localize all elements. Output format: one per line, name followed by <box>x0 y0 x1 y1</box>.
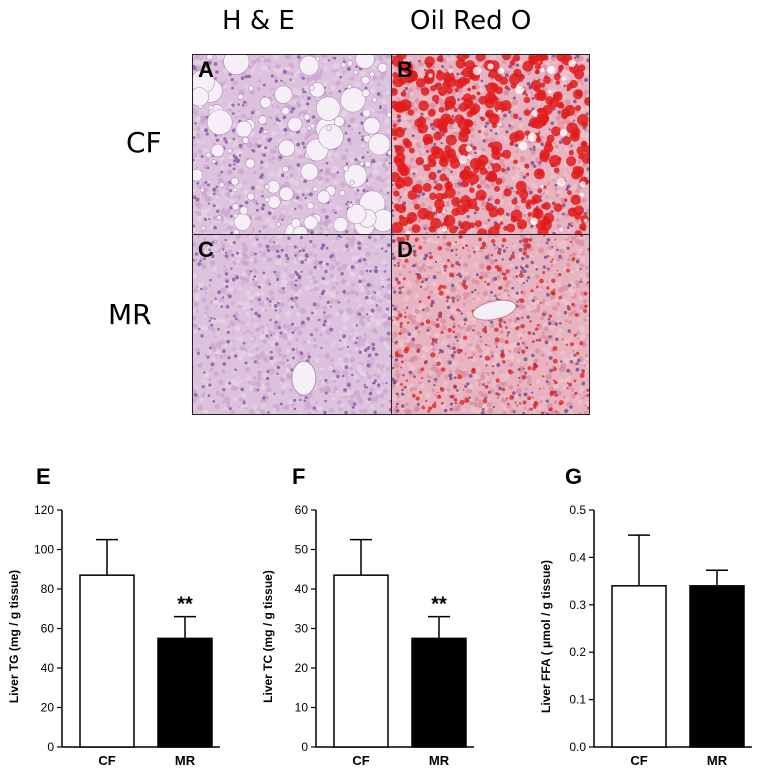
chart-letter-f: F <box>292 464 305 489</box>
y-tick-label: 40 <box>41 661 55 675</box>
y-axis-label: Liver FFA ( μmol / g tissue) <box>539 560 553 713</box>
row-header-mr: MR <box>108 298 152 331</box>
bar-mr <box>689 585 745 748</box>
row-header-cf: CF <box>126 126 162 159</box>
category-label: CF <box>98 753 115 768</box>
bar-mr <box>411 637 467 748</box>
y-tick-label: 0.3 <box>569 598 586 612</box>
histology-panel-a: A <box>192 54 392 235</box>
bar-mr <box>157 637 213 748</box>
y-tick-label: 30 <box>295 622 309 636</box>
y-tick-label: 120 <box>34 503 54 517</box>
y-tick-label: 0.0 <box>569 740 586 754</box>
y-tick-label: 60 <box>41 622 55 636</box>
category-label: MR <box>429 753 450 768</box>
bar-cf <box>333 574 389 748</box>
y-tick-label: 20 <box>41 701 55 715</box>
y-tick-label: 0 <box>301 740 308 754</box>
chart-letter-e: E <box>36 464 51 489</box>
significance-marker: ** <box>431 594 447 616</box>
category-label: MR <box>175 753 196 768</box>
bar-chart-e: E 0 20 40 60 80 100 120 Liver TG (mg / g tissue)… <box>7 464 220 768</box>
panel-letter-c: C <box>198 237 214 262</box>
category-label: CF <box>352 753 369 768</box>
category-label: CF <box>630 753 647 768</box>
y-tick-label: 0 <box>47 740 54 754</box>
histology-panel-c: C <box>192 234 392 415</box>
histology-panel-d: D <box>391 234 590 415</box>
column-header-oil-red-o: Oil Red O <box>410 6 532 36</box>
bar-cf <box>79 574 135 748</box>
y-tick-label: 0.2 <box>569 645 586 659</box>
panel-letter-d: D <box>397 237 413 262</box>
y-tick-label: 100 <box>34 543 54 557</box>
y-tick-label: 20 <box>295 661 309 675</box>
y-tick-label: 0.5 <box>569 503 586 517</box>
bar-cf <box>611 585 667 748</box>
tissue-texture <box>392 235 589 414</box>
bar-chart-g: G 0.0 0.1 0.2 0.3 0.4 0.5 Liver FFA ( μmol / g … <box>539 464 752 768</box>
bar-chart-f: F 0 10 20 30 40 50 60 Liver TC (mg / g tissue) CF… <box>261 464 474 768</box>
y-tick-label: 0.4 <box>569 550 586 564</box>
y-tick-label: 60 <box>295 503 309 517</box>
panel-letter-b: B <box>397 57 413 82</box>
y-tick-label: 10 <box>295 701 309 715</box>
category-label: MR <box>707 753 728 768</box>
y-axis-label: Liver TC (mg / g tissue) <box>261 570 275 703</box>
tissue-texture <box>392 55 589 234</box>
y-tick-label: 80 <box>41 582 55 596</box>
y-axis-label: Liver TG (mg / g tissue) <box>7 570 21 703</box>
histology-panel-b: B <box>391 54 590 235</box>
panel-letter-a: A <box>198 57 214 82</box>
tissue-texture <box>193 235 391 414</box>
y-tick-label: 50 <box>295 543 309 557</box>
tissue-texture <box>193 55 391 234</box>
column-header-he: H & E <box>222 6 295 36</box>
y-tick-label: 0.1 <box>569 693 586 707</box>
chart-letter-g: G <box>565 464 582 489</box>
y-tick-label: 40 <box>295 582 309 596</box>
significance-marker: ** <box>177 594 193 616</box>
